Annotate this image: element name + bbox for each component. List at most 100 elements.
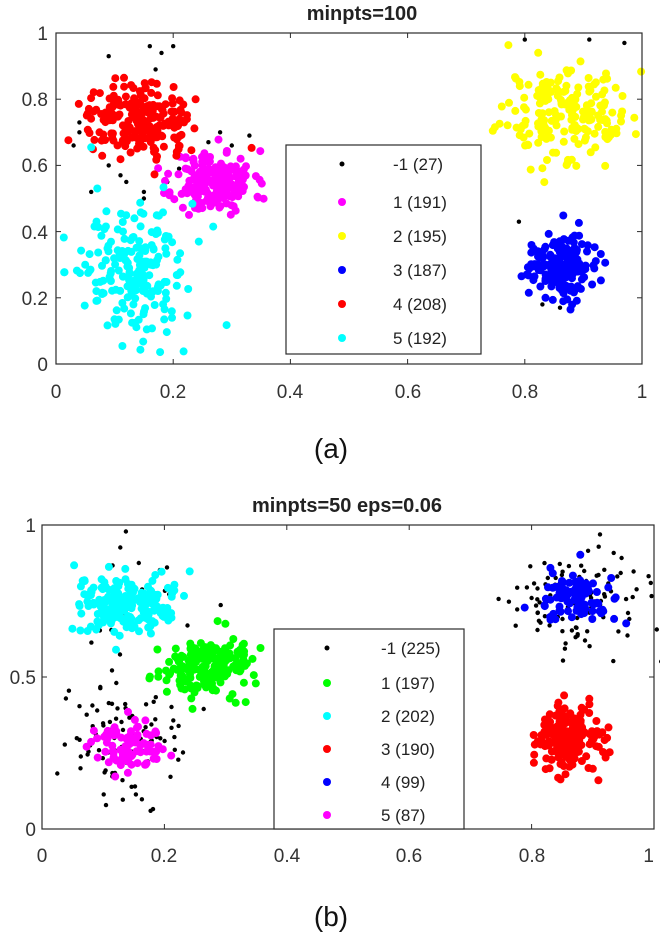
cluster-point-5	[139, 277, 148, 286]
cluster-point-5	[167, 751, 176, 760]
cluster-point-5	[176, 249, 185, 258]
cluster-point-2	[631, 130, 640, 139]
cluster-point-5	[102, 207, 111, 216]
cluster-point-3	[524, 288, 533, 297]
cluster-point-5	[82, 742, 91, 751]
cluster-point-2	[497, 102, 506, 111]
cluster-point-5	[80, 301, 89, 310]
noise-point	[176, 166, 182, 171]
cluster-point-5	[134, 315, 143, 324]
cluster-point-5	[116, 286, 125, 295]
noise-point	[623, 596, 629, 602]
noise-point	[151, 699, 156, 704]
noise-point	[229, 143, 234, 148]
cluster-point-4	[548, 569, 557, 578]
cluster-point-4	[89, 107, 98, 116]
cluster-point-5	[154, 211, 163, 220]
cluster-point-4	[87, 94, 96, 103]
cluster-point-5	[188, 199, 197, 208]
noise-point	[545, 575, 550, 581]
cluster-point-2	[495, 119, 504, 128]
noise-point	[153, 67, 158, 72]
cluster-point-4	[109, 82, 118, 91]
cluster-point-2	[586, 115, 595, 124]
cluster-point-3	[566, 738, 575, 747]
cluster-point-4	[599, 607, 608, 616]
cluster-point-1	[154, 672, 163, 681]
cluster-point-5	[135, 237, 144, 246]
noise-point	[107, 719, 113, 725]
cluster-point-2	[122, 623, 131, 632]
cluster-point-5	[209, 222, 218, 231]
noise-point	[176, 757, 181, 762]
cluster-point-5	[139, 209, 148, 218]
noise-point	[582, 568, 587, 574]
cluster-point-2	[600, 86, 609, 95]
cluster-point-4	[187, 146, 196, 155]
cluster-point-3	[577, 757, 586, 765]
cluster-point-2	[608, 108, 617, 117]
cluster-point-3	[604, 723, 613, 732]
cluster-point-5	[152, 729, 161, 737]
cluster-point-2	[572, 161, 581, 170]
cluster-point-4	[564, 588, 573, 597]
noise-point	[594, 573, 599, 578]
noise-point	[153, 695, 158, 700]
cluster-point-4	[568, 571, 577, 580]
cluster-point-1	[232, 169, 241, 178]
cluster-point-1	[235, 667, 244, 676]
cluster-point-4	[607, 574, 616, 582]
cluster-point-5	[139, 257, 148, 266]
cluster-point-3	[553, 254, 562, 263]
cluster-point-3	[561, 770, 570, 779]
noise-point	[176, 723, 181, 729]
cluster-point-5	[161, 244, 170, 253]
cluster-point-4	[111, 111, 120, 120]
cluster-point-3	[559, 762, 568, 770]
noise-point	[634, 587, 639, 592]
cluster-point-5	[123, 768, 132, 777]
legend-marker	[339, 161, 345, 167]
x-tick-label: 1	[637, 382, 648, 403]
cluster-point-5	[184, 285, 193, 293]
cluster-point-2	[167, 609, 176, 618]
cluster-point-5	[179, 347, 188, 356]
noise-point	[566, 563, 572, 569]
noise-point	[597, 532, 603, 537]
noise-point	[602, 594, 608, 599]
noise-point	[560, 616, 565, 622]
cluster-point-2	[158, 611, 167, 620]
cluster-point-2	[540, 178, 549, 187]
cluster-point-4	[129, 84, 138, 92]
cluster-point-5	[103, 321, 112, 330]
y-tick-label: 0.8	[22, 90, 48, 111]
cluster-point-2	[590, 129, 599, 138]
cluster-point-4	[116, 155, 125, 164]
cluster-point-3	[553, 722, 562, 731]
cluster-point-5	[97, 231, 106, 240]
cluster-point-5	[84, 268, 93, 277]
cluster-point-4	[582, 579, 590, 588]
cluster-point-2	[504, 41, 513, 50]
cluster-point-1	[186, 684, 195, 693]
legend-a: -1 (27) 1 (191) 2 (195) 3 (187) 4 (208) …	[285, 144, 482, 355]
cluster-point-1	[205, 157, 214, 166]
x-axis-b: 0 0.2 0.4 0.6 0.8 1	[37, 846, 654, 867]
legend-entry: 5 (192)	[393, 329, 447, 348]
noise-point	[172, 734, 177, 740]
noise-point	[611, 550, 616, 556]
x-tick-label: 0.8	[512, 382, 538, 403]
legend-marker	[324, 645, 330, 651]
cluster-point-1	[216, 663, 225, 672]
cluster-point-3	[583, 247, 591, 256]
cluster-point-5	[101, 747, 110, 756]
cluster-point-1	[239, 655, 248, 664]
cluster-point-2	[544, 95, 553, 104]
cluster-point-2	[146, 629, 155, 638]
cluster-point-2	[525, 129, 534, 138]
noise-point	[247, 133, 252, 138]
cluster-point-4	[120, 73, 128, 82]
cluster-point-3	[534, 266, 543, 274]
cluster-point-4	[176, 105, 185, 114]
noise-point	[559, 572, 565, 578]
